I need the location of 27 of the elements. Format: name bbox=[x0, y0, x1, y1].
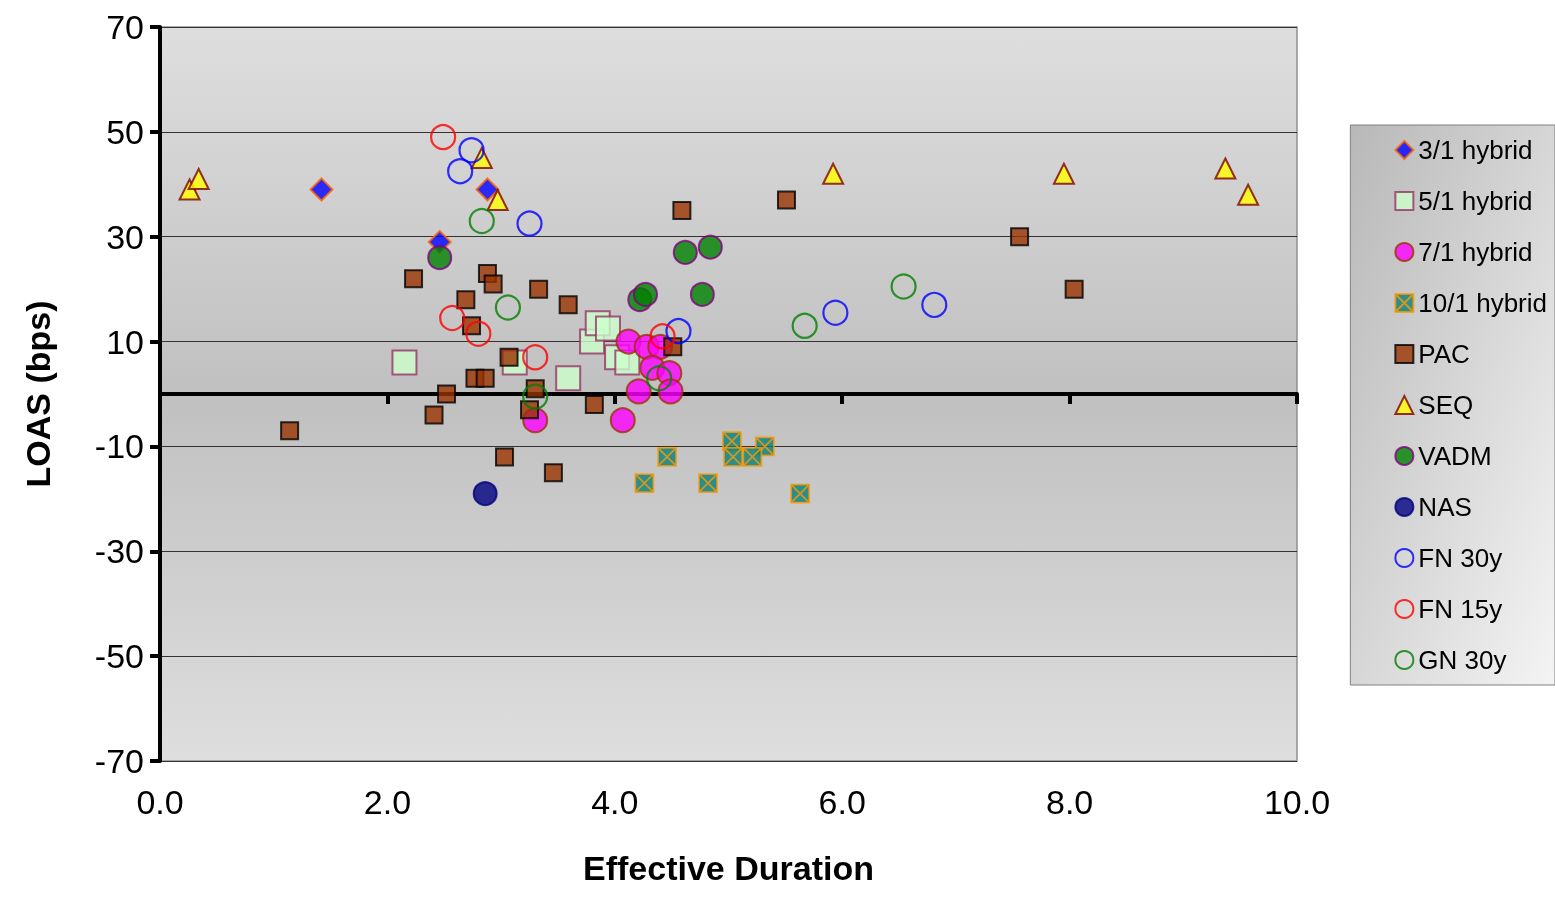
y-tick-label: -10 bbox=[94, 427, 144, 466]
legend-label: PAC bbox=[1418, 339, 1470, 369]
legend-label: 10/1 hybrid bbox=[1418, 288, 1548, 318]
legend-label: VADM bbox=[1418, 441, 1492, 471]
x-tick-label: 6.0 bbox=[818, 783, 866, 821]
y-tick-label: 70 bbox=[106, 8, 144, 46]
legend-label: FN 30y bbox=[1418, 543, 1503, 573]
legend-label: 7/1 hybrid bbox=[1418, 237, 1533, 267]
y-tick-label: 30 bbox=[106, 217, 144, 256]
legend-label: FN 15y bbox=[1418, 594, 1503, 624]
y-tick-label: -70 bbox=[94, 742, 144, 780]
legend-label: NAS bbox=[1418, 492, 1472, 522]
x-axis-title: Effective Duration bbox=[583, 849, 874, 887]
x-tick-label: 2.0 bbox=[363, 783, 412, 821]
y-tick-label: 10 bbox=[106, 322, 144, 361]
y-axis-title: LOAS (bps) bbox=[19, 300, 57, 488]
legend-label: GN 30y bbox=[1418, 645, 1507, 675]
x-tick-label: 4.0 bbox=[591, 783, 639, 821]
x-tick-label: 8.0 bbox=[1045, 783, 1094, 821]
x-tick-label: 0.0 bbox=[136, 783, 184, 821]
y-tick-label: -50 bbox=[94, 637, 144, 676]
legend-label: SEQ bbox=[1418, 390, 1474, 420]
y-tick-label: 50 bbox=[106, 112, 144, 151]
legend-label: 5/1 hybrid bbox=[1418, 186, 1533, 216]
legend-label: 3/1 hybrid bbox=[1418, 135, 1533, 165]
y-tick-label: -30 bbox=[94, 532, 144, 571]
x-tick-label: 10.0 bbox=[1263, 783, 1331, 821]
